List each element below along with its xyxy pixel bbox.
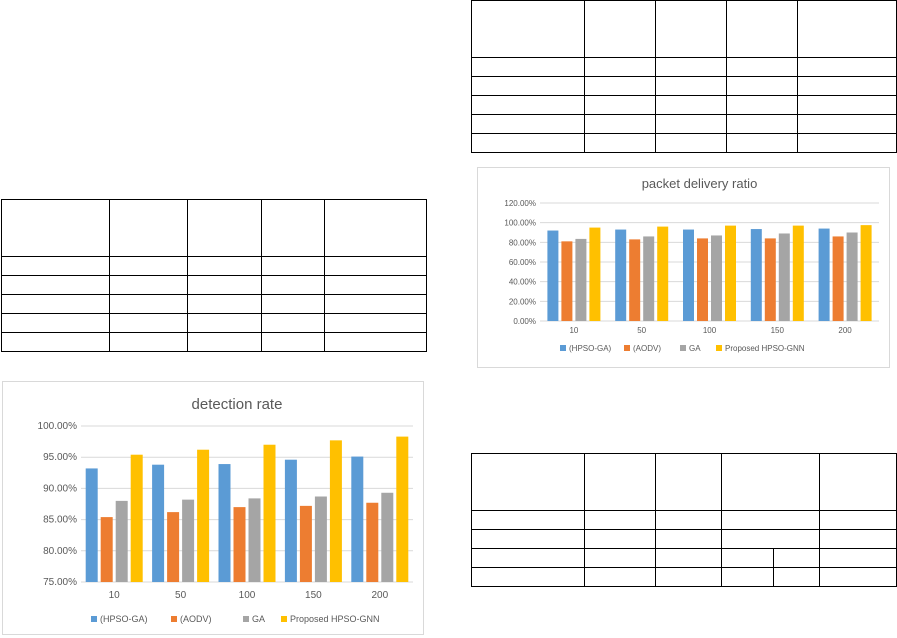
x-tick-label: 100 <box>239 590 256 601</box>
y-tick-label: 100.00% <box>38 421 78 432</box>
bar <box>575 238 587 321</box>
bar <box>396 436 409 582</box>
legend-entry: (HPSO-GA) <box>569 344 612 353</box>
x-tick-label: 150 <box>305 590 322 601</box>
legend-entry: GA <box>689 344 701 353</box>
y-tick-label: 75.00% <box>43 577 77 588</box>
legend-swatch <box>171 616 177 622</box>
bar <box>846 232 858 321</box>
bar <box>711 235 722 321</box>
legend-swatch <box>560 345 566 351</box>
bar <box>643 236 655 321</box>
table-cell <box>471 0 585 58</box>
bar <box>547 230 559 321</box>
bar <box>85 468 98 582</box>
bar <box>561 241 573 321</box>
bar <box>314 496 327 582</box>
bar <box>197 449 210 582</box>
bar <box>248 498 261 582</box>
bar <box>615 229 627 321</box>
y-tick-label: 60.00% <box>509 258 536 267</box>
legend-entry: Proposed HPSO-GNN <box>290 614 380 624</box>
bar <box>764 238 776 321</box>
table-cell <box>584 0 656 58</box>
detection-rate-svg: detection rate 75.00% 80.00% 85.00% 90.00% 95… <box>38 396 413 624</box>
x-tick-label: 10 <box>109 590 121 601</box>
y-tick-label: 90.00% <box>43 483 77 494</box>
bar <box>792 225 804 321</box>
legend-swatch <box>91 616 97 622</box>
bar <box>233 507 246 582</box>
bar <box>860 225 872 321</box>
legend-swatch <box>624 345 630 351</box>
x-tick-label: 100 <box>703 326 717 335</box>
y-tick-label: 95.00% <box>43 452 77 463</box>
y-tick-label: 85.00% <box>43 515 77 526</box>
bar <box>657 226 669 321</box>
bar <box>182 499 195 582</box>
chart-title: detection rate <box>192 396 283 413</box>
bar <box>115 500 128 582</box>
legend-entry: GA <box>252 614 265 624</box>
table-left <box>1 199 427 352</box>
legend-entry: Proposed HPSO-GNN <box>725 344 805 353</box>
legend-swatch <box>680 345 686 351</box>
table-cell <box>797 0 897 58</box>
legend-swatch <box>281 616 287 622</box>
y-tick-label: 80.00% <box>509 238 536 247</box>
detection-rate-chart: detection rate 75.00% 80.00% 85.00% 90.00% 95… <box>2 381 424 635</box>
x-tick-label: 200 <box>371 590 388 601</box>
y-tick-label: 80.00% <box>43 546 77 557</box>
bar <box>167 512 180 582</box>
bar <box>818 228 830 321</box>
bar <box>683 229 694 321</box>
bar <box>366 502 379 582</box>
x-tick-label: 50 <box>175 590 187 601</box>
legend-swatch <box>243 616 249 622</box>
bar <box>629 239 641 321</box>
bar <box>100 517 113 582</box>
table-top-right <box>471 0 897 153</box>
x-tick-label: 10 <box>569 326 578 335</box>
bar <box>351 456 364 582</box>
bar <box>778 233 790 321</box>
y-tick-label: 120.00% <box>504 199 536 208</box>
y-tick-label: 40.00% <box>509 278 536 287</box>
y-tick-label: 0.00% <box>513 317 536 326</box>
bar <box>697 238 708 321</box>
bar <box>589 227 601 321</box>
legend-entry: (AODV) <box>180 614 212 624</box>
table-bottom-right <box>471 453 897 587</box>
bar <box>152 464 165 582</box>
x-tick-label: 50 <box>637 326 646 335</box>
x-tick-label: 200 <box>838 326 852 335</box>
bar <box>725 225 736 321</box>
chart-title: packet delivery ratio <box>642 176 758 191</box>
bar <box>130 454 143 582</box>
bar <box>750 229 762 321</box>
bar <box>263 444 276 582</box>
legend-swatch <box>716 345 722 351</box>
legend-entry: (HPSO-GA) <box>100 614 148 624</box>
table-cell <box>655 0 727 58</box>
y-tick-label: 20.00% <box>509 297 536 306</box>
packet-delivery-chart: packet delivery ratio 0.00% 20.00% 40.00% 60… <box>477 167 890 368</box>
bar <box>329 440 342 582</box>
legend-entry: (AODV) <box>633 344 661 353</box>
x-tick-label: 150 <box>771 326 785 335</box>
bar <box>832 236 844 321</box>
packet-delivery-svg: packet delivery ratio 0.00% 20.00% 40.00% 60… <box>504 176 879 353</box>
bar <box>218 464 231 582</box>
table-cell <box>726 0 798 58</box>
bar <box>299 505 312 582</box>
y-tick-label: 100.00% <box>504 219 536 228</box>
bar <box>284 459 297 582</box>
bar <box>381 492 394 582</box>
